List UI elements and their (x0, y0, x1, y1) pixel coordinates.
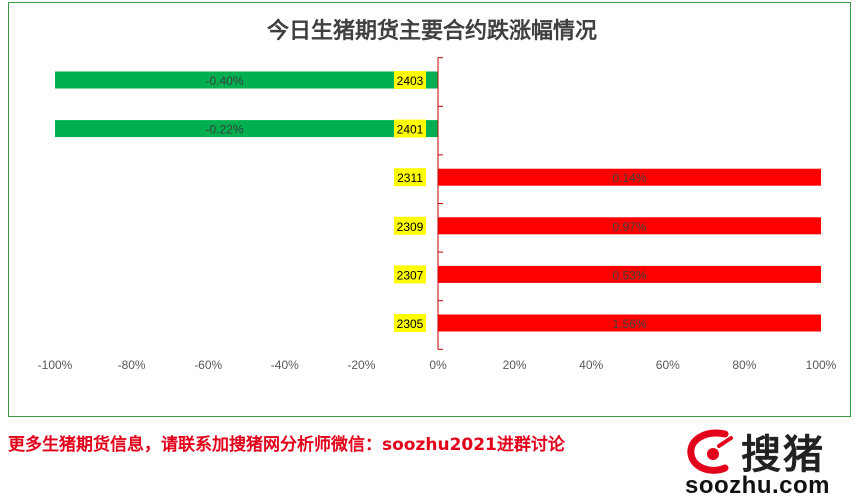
category-label-bg-2309 (394, 216, 426, 235)
bar-2309 (438, 217, 821, 235)
category-label-2307: 2307 (397, 268, 424, 282)
category-label-2401: 2401 (397, 123, 424, 137)
bar-chart: 今日生猪期货主要合约跌涨幅情况 -0.40% -0.22% 0.14% 0.97% 0.… (38, 18, 837, 372)
bars-layer: -0.40% -0.22% 0.14% 0.97% 0.53% 1.56% (55, 71, 821, 332)
x-tick-label: 20% (503, 358, 527, 372)
data-label-2307: 0.53% (612, 268, 646, 282)
chart-frame (8, 2, 851, 417)
x-tick-labels: -100% -80% -60% -40% -20% 0% 20% 40% 60% 80% 100% (38, 358, 837, 372)
category-label-2309: 2309 (397, 220, 424, 234)
x-tick-label: 0% (429, 358, 447, 372)
axis-layer: 2403 2401 2311 2309 2307 2305 (394, 57, 443, 350)
category-label-bg-2307 (394, 265, 426, 284)
x-tick-label: -40% (271, 358, 299, 372)
data-label-2309: 0.97% (612, 220, 646, 234)
x-tick-label: 80% (732, 358, 756, 372)
bar-2311 (438, 168, 821, 186)
footer-contact-text: 更多生猪期货信息，请联系加搜猪网分析师微信：soozhu2021进群讨论 (8, 435, 565, 455)
category-label-bg-2401 (394, 119, 426, 138)
soozhu-logo: 搜猪 soozhu.com (683, 420, 853, 502)
bar-2305 (438, 314, 821, 332)
x-tick-label: -60% (194, 358, 222, 372)
x-tick-label: -80% (118, 358, 146, 372)
category-label-bg-2305 (394, 314, 426, 332)
x-tick-label: -20% (347, 358, 375, 372)
x-tick-label: -100% (38, 358, 73, 372)
bar-2401 (55, 120, 438, 138)
category-label-bg-2403 (394, 71, 426, 89)
category-label-2305: 2305 (397, 317, 424, 331)
data-label-2401: -0.22% (205, 123, 243, 137)
category-label-2403: 2403 (397, 74, 424, 88)
bar-2307 (438, 265, 821, 283)
data-label-2403: -0.40% (205, 74, 243, 88)
data-label-2311: 0.14% (612, 171, 646, 185)
logo-english-text: soozhu.com (685, 472, 831, 499)
bar-2403 (55, 71, 438, 89)
category-label-2311: 2311 (397, 171, 423, 185)
category-label-bg-2311 (394, 168, 426, 187)
soozhu-logo-mark-icon (687, 429, 733, 474)
x-tick-label: 40% (579, 358, 603, 372)
logo-chinese-text: 搜猪 (741, 431, 825, 478)
chart-title: 今日生猪期货主要合约跌涨幅情况 (267, 18, 597, 44)
data-label-2305: 1.56% (612, 317, 646, 331)
x-tick-label: 60% (656, 358, 680, 372)
x-tick-label: 100% (806, 358, 837, 372)
